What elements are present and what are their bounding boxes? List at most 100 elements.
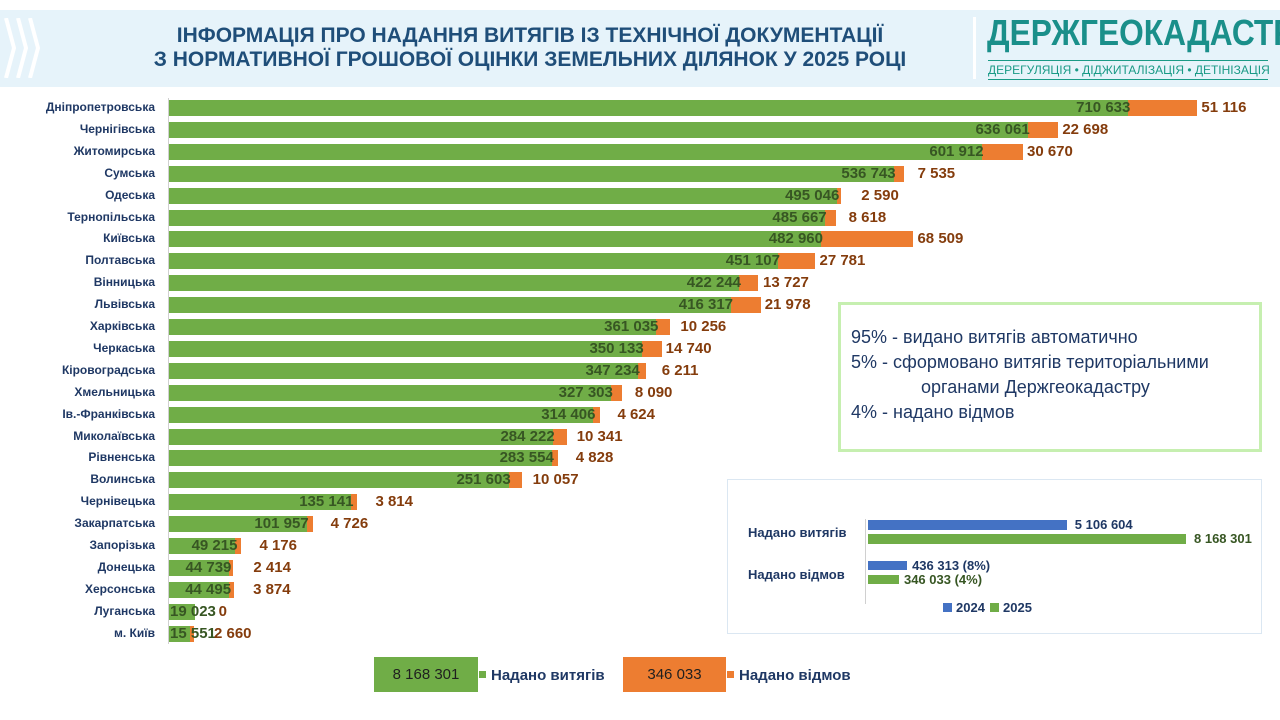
label-issued: 710 633	[1076, 99, 1131, 116]
legend-label-issued: Надано витягів	[491, 667, 605, 684]
legend-swatch-refused	[727, 671, 734, 678]
category-label: Вінницька	[93, 275, 155, 290]
label-issued: 135 141	[299, 493, 354, 511]
label-refused: 3 814	[375, 493, 413, 511]
legend-label-refused: Надано відмов	[739, 667, 851, 684]
mini-label-2025: 8 168 301	[1194, 531, 1252, 546]
legend-total-issued: 8 168 301	[374, 657, 478, 692]
bar-issued	[169, 100, 1129, 116]
legend-2025: 2025	[990, 600, 1032, 615]
label-refused: 10 057	[532, 471, 579, 489]
bar-issued	[169, 472, 509, 489]
label-refused: 3 874	[253, 580, 291, 598]
category-label: Кіровоградська	[61, 362, 155, 377]
label-issued: 283 554	[499, 449, 554, 467]
label-issued: 536 743	[841, 164, 896, 182]
mini-category: Надано відмов	[748, 567, 845, 582]
bar-refused	[1128, 100, 1198, 116]
mini-bar-2025	[868, 575, 899, 584]
category-label: Херсонська	[85, 581, 155, 596]
category-label: Запорізька	[89, 538, 155, 552]
bar-refused	[1027, 121, 1059, 138]
label-refused: 7 535	[917, 164, 956, 182]
label-refused: 4 828	[575, 449, 614, 467]
label-refused: 51 116	[1201, 99, 1247, 116]
label-issued: 482 960	[768, 230, 823, 248]
info-note-box: 95% - видано витягів автоматично 5% - сф…	[838, 302, 1262, 452]
label-refused: 27 781	[819, 252, 866, 270]
note-line: 5% - сформовано витягів територіальними	[851, 352, 1209, 372]
note-line: 4% - надано відмов	[851, 402, 1015, 422]
bar-issued	[169, 625, 190, 642]
label-refused: 4 624	[617, 405, 655, 423]
bar-issued	[169, 231, 821, 248]
label-issued: 422 244	[686, 274, 742, 292]
label-issued: 361 035	[604, 318, 659, 335]
label-issued: 495 046	[785, 186, 840, 204]
mini-label-2024: 5 106 604	[1074, 517, 1133, 532]
header-banner: ІНФОРМАЦІЯ ПРО НАДАННЯ ВИТЯГІВ ІЗ ТЕХНІЧ…	[0, 10, 1280, 87]
label-refused: 2 414	[253, 558, 291, 576]
bar-issued	[169, 603, 195, 620]
bar-refused	[351, 494, 357, 511]
label-issued: 49 215	[191, 537, 238, 554]
label-refused: 8 090	[634, 383, 673, 401]
label-refused: 6 211	[661, 361, 699, 379]
category-label: Львівська	[94, 297, 155, 312]
mini-label-2025: 346 033 (4%)	[903, 572, 983, 587]
year-comparison-chart: Надано витягів Надано відмов 2024 2025	[727, 479, 1262, 634]
bar-issued	[169, 297, 732, 314]
page-title-line1: ІНФОРМАЦІЯ ПРО НАДАННЯ ВИТЯГІВ ІЗ ТЕХНІЧ…	[176, 24, 884, 47]
label-issued: 416 317	[678, 296, 734, 314]
mini-axis	[865, 519, 866, 604]
label-issued: 19 023	[170, 602, 216, 620]
label-refused: 21 978	[764, 296, 811, 314]
label-refused: 2 660	[213, 624, 252, 642]
category-label: Закарпатська	[74, 516, 155, 531]
legend-swatch-issued	[479, 671, 486, 678]
bar-refused	[229, 581, 235, 598]
mini-bar-2024	[868, 561, 908, 570]
bar-refused	[637, 362, 647, 379]
bar-issued	[169, 516, 307, 533]
legend-total-refused: 346 033	[623, 657, 726, 692]
bar-refused	[593, 406, 600, 423]
bar-issued	[169, 450, 552, 467]
bar-refused	[306, 516, 314, 533]
category-label: Київська	[103, 231, 155, 246]
note-line: 95% - видано витягів автоматично	[851, 327, 1138, 347]
bar-refused	[824, 209, 837, 226]
y-axis-line	[168, 98, 169, 644]
category-label: Чернівецька	[80, 494, 155, 509]
category-label: Луганська	[94, 603, 155, 618]
bar-issued	[169, 253, 778, 270]
bar-refused	[551, 450, 559, 467]
bar-issued	[169, 362, 638, 379]
category-label: Полтавська	[85, 253, 155, 268]
category-label: Дніпропетровська	[45, 100, 155, 114]
label-issued: 44 495	[185, 580, 232, 598]
bar-issued	[169, 538, 236, 554]
category-label: Черкаська	[93, 340, 155, 355]
bar-refused	[235, 538, 242, 554]
label-issued: 15 551	[170, 624, 216, 642]
label-refused: 4 726	[330, 515, 369, 533]
category-label: м. Київ	[114, 625, 155, 640]
legend-swatch	[990, 603, 999, 612]
bar-refused	[893, 165, 904, 182]
legend-2024: 2024	[943, 600, 985, 615]
category-label: Рівненська	[88, 450, 155, 465]
label-issued: 101 957	[254, 515, 309, 533]
bar-refused	[820, 231, 914, 248]
bar-refused	[552, 428, 567, 445]
label-refused: 10 341	[576, 427, 623, 445]
label-issued: 251 603	[456, 471, 511, 489]
bar-issued	[169, 319, 657, 335]
label-refused: 22 698	[1062, 120, 1109, 138]
category-label: Тернопільська	[67, 209, 155, 224]
bar-refused	[641, 340, 662, 357]
label-issued: 601 912	[929, 142, 984, 160]
bar-issued	[169, 559, 230, 576]
label-issued: 327 303	[558, 383, 613, 401]
label-issued: 314 406	[541, 405, 596, 423]
